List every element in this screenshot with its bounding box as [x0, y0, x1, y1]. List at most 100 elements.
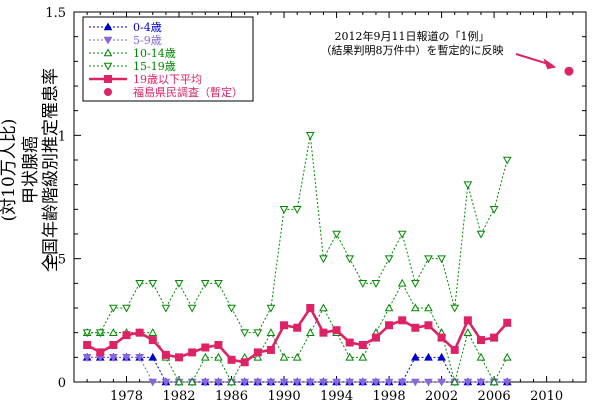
data-point	[292, 378, 302, 387]
series-4	[83, 304, 512, 367]
data-point	[227, 355, 236, 364]
data-point	[148, 336, 157, 345]
data-point	[410, 378, 420, 387]
data-point	[371, 333, 380, 342]
data-point	[227, 377, 236, 386]
legend-swatch-marker	[104, 75, 112, 83]
data-point	[437, 378, 446, 387]
data-point	[253, 329, 263, 338]
data-point	[83, 341, 92, 349]
data-point	[306, 304, 315, 312]
legend-box	[82, 16, 254, 102]
data-point	[345, 338, 354, 347]
data-point	[135, 280, 144, 288]
annotation-line: （結果判明8万件中）を暫定的に反映	[321, 43, 504, 57]
legend-label: 5-9歳	[133, 34, 162, 47]
legend-label: 10-14歳	[133, 47, 176, 60]
data-point	[240, 378, 250, 387]
data-point	[371, 378, 381, 387]
series-2	[82, 278, 512, 386]
data-point	[503, 318, 512, 327]
data-point	[305, 132, 315, 140]
data-point	[214, 341, 223, 349]
data-point	[240, 358, 249, 367]
data-point	[82, 354, 92, 362]
y-tick-label: 0.5	[45, 253, 66, 268]
data-point	[227, 304, 236, 313]
x-tick-label: 2010	[530, 389, 563, 404]
data-point	[411, 323, 420, 332]
series-5	[564, 66, 574, 76]
data-point	[148, 352, 158, 361]
data-point	[398, 316, 407, 325]
x-tick-label: 2002	[425, 389, 458, 404]
legend-swatch-marker	[103, 22, 113, 31]
legend-label: 福島県民調査（暫定）	[133, 85, 243, 99]
data-point	[502, 156, 512, 165]
data-point	[253, 348, 262, 357]
x-tick-label: 2006	[478, 389, 511, 404]
data-point	[385, 321, 394, 330]
data-point	[122, 354, 131, 362]
y-axis-label: 甲状腺癌 全国年齢階級別推定罹患率 (対10万人比)	[0, 68, 61, 272]
data-point	[410, 352, 420, 361]
legend-swatch-marker	[103, 62, 113, 71]
annotation-line: 2012年9月11日報道の「1例」	[335, 29, 490, 43]
data-point	[332, 378, 341, 387]
x-tick-label: 1986	[215, 389, 248, 404]
data-point	[345, 255, 355, 264]
data-point	[200, 378, 210, 387]
data-point	[96, 348, 105, 357]
data-point	[305, 378, 315, 387]
data-point	[450, 304, 460, 313]
data-point	[358, 341, 367, 349]
data-point	[319, 328, 328, 337]
data-point	[384, 378, 394, 387]
data-point	[109, 341, 118, 349]
data-point	[371, 280, 381, 288]
data-point	[161, 350, 170, 359]
data-point	[200, 280, 210, 288]
data-point	[200, 352, 210, 361]
data-point	[292, 206, 302, 214]
data-point	[397, 230, 407, 239]
series-3	[82, 132, 512, 338]
data-point	[109, 328, 118, 336]
data-point	[253, 352, 263, 361]
data-point	[174, 280, 184, 288]
data-point	[450, 345, 459, 354]
x-tick-label: 1982	[162, 389, 195, 404]
legend-swatch-marker	[103, 48, 113, 57]
y-axis-label-line2: 全国年齢階級別推定罹患率	[41, 68, 61, 272]
data-point	[410, 280, 420, 288]
x-tick-label: 1978	[110, 389, 143, 404]
legend-entry: 福島県民調査（暫定）	[104, 85, 243, 99]
data-point	[266, 328, 276, 336]
data-point	[463, 181, 473, 190]
x-tick-label: 1998	[373, 389, 406, 404]
x-tick-label: 1994	[320, 389, 353, 404]
data-point	[345, 378, 355, 387]
y-axis-label-line3: (対10万人比)	[0, 119, 19, 222]
legend-entry: 15-19歳	[89, 60, 176, 73]
data-point	[109, 304, 118, 313]
data-point	[564, 66, 574, 76]
data-point	[109, 354, 118, 362]
data-point	[188, 348, 197, 357]
series-line	[87, 135, 508, 334]
data-point	[148, 280, 158, 288]
data-point	[358, 352, 368, 361]
legend-entry: 0-4歳	[89, 21, 162, 34]
data-point	[187, 377, 197, 386]
data-point	[476, 230, 486, 239]
data-point	[187, 304, 197, 313]
legend-label: 15-19歳	[133, 60, 176, 73]
axis-ticks: 1978 1982 1986 1990 1994 1998 2002 2006 2010 0 0.5…	[45, 6, 587, 404]
data-point	[502, 352, 512, 361]
data-point	[82, 329, 92, 338]
data-point	[319, 378, 328, 387]
legend-swatch-marker	[103, 36, 113, 45]
data-point	[266, 378, 276, 387]
